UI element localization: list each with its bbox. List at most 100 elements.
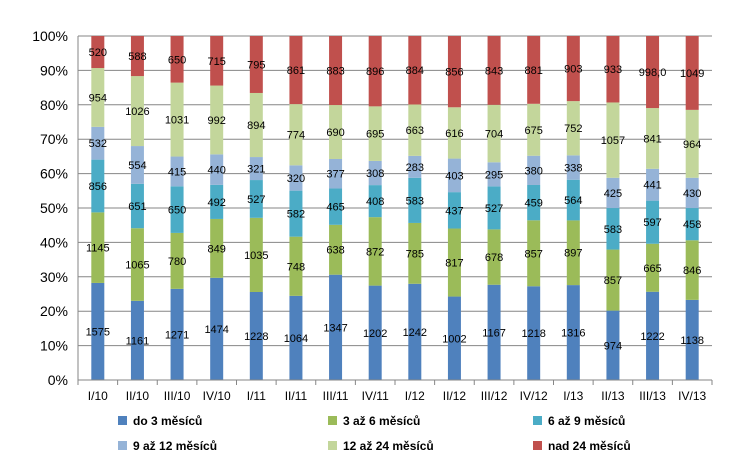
- data-label: 1057: [601, 135, 625, 147]
- x-tick-label: III/13: [639, 389, 666, 403]
- bar-segment: [289, 104, 303, 166]
- data-label: 817: [445, 258, 463, 270]
- bar-segment: [646, 168, 660, 201]
- legend-swatch: [118, 416, 127, 425]
- data-label: 527: [247, 194, 265, 206]
- bar-segment: [170, 232, 184, 289]
- data-label: 1316: [561, 328, 585, 340]
- y-tick-label: 40%: [40, 234, 68, 250]
- data-label: 338: [564, 163, 582, 175]
- data-label: 430: [683, 188, 701, 200]
- bar-segment: [487, 186, 501, 230]
- data-label: 1035: [244, 250, 268, 262]
- data-label: 440: [208, 165, 226, 177]
- bar-segment: [606, 177, 620, 209]
- bar-segment: [646, 108, 660, 169]
- data-label: 884: [406, 65, 424, 77]
- y-tick-label: 90%: [40, 62, 68, 78]
- data-label: 583: [406, 195, 424, 207]
- bar-segment: [130, 146, 144, 184]
- bar-segment: [606, 208, 620, 250]
- legend-label: 6 až 9 měsíců: [548, 414, 625, 428]
- bar-segment: [487, 284, 501, 380]
- data-label: 441: [643, 180, 661, 192]
- x-tick-label: I/10: [88, 389, 108, 403]
- data-label: 704: [485, 129, 503, 141]
- bar-segment: [289, 190, 303, 237]
- data-label: 883: [326, 66, 344, 78]
- data-label: 861: [287, 65, 305, 77]
- bar-segment: [368, 106, 382, 161]
- bar-segment: [685, 36, 699, 110]
- data-label: 465: [326, 202, 344, 214]
- data-label: 1145: [86, 243, 110, 255]
- bar-segment: [289, 295, 303, 380]
- bar-segment: [91, 159, 105, 213]
- data-label: 856: [445, 67, 463, 79]
- bar-segment: [646, 36, 660, 109]
- legend-swatch: [533, 416, 542, 425]
- bar-segment: [527, 36, 541, 104]
- bar-segment: [368, 36, 382, 107]
- bar-segment: [210, 218, 224, 278]
- bar-segment: [566, 220, 580, 286]
- bar-segment: [566, 285, 580, 380]
- bar-segment: [408, 222, 422, 284]
- bar-segment: [329, 158, 343, 189]
- y-tick-label: 60%: [40, 166, 68, 182]
- data-label: 1065: [125, 260, 149, 272]
- bar-segment: [566, 155, 580, 180]
- bar-segment: [130, 76, 144, 147]
- bar-segment: [170, 288, 184, 380]
- bar-segment: [170, 36, 184, 83]
- data-label: 857: [525, 248, 543, 260]
- data-label: 321: [247, 164, 265, 176]
- x-tick-label: III/10: [164, 389, 191, 403]
- bar-segment: [487, 104, 501, 163]
- bar-segment: [408, 177, 422, 223]
- data-label: 933: [604, 64, 622, 76]
- data-label: 856: [89, 181, 107, 193]
- legend-item: 3 až 6 měsíců: [328, 414, 420, 428]
- bar-segment: [130, 228, 144, 301]
- data-label: 582: [287, 209, 305, 221]
- bar-segment: [527, 155, 541, 185]
- data-label: 780: [168, 256, 186, 268]
- bar-segment: [566, 101, 580, 156]
- bar-segment: [408, 283, 422, 380]
- bar-segment: [210, 154, 224, 185]
- bar-segment: [447, 296, 461, 380]
- bar-segment: [368, 185, 382, 218]
- y-tick-label: 100%: [32, 28, 68, 44]
- y-tick-label: 70%: [40, 131, 68, 147]
- legend-item: 12 až 24 měsíců: [328, 439, 434, 453]
- data-label: 651: [128, 201, 146, 213]
- bar-segment: [566, 36, 580, 102]
- legend-item: 9 až 12 měsíců: [118, 439, 217, 453]
- bar-segment: [249, 157, 263, 181]
- bar-segment: [447, 192, 461, 229]
- data-label: 437: [445, 205, 463, 217]
- data-label: 785: [406, 248, 424, 260]
- bar-segment: [566, 179, 580, 221]
- data-label: 695: [366, 129, 384, 141]
- data-label: 1064: [284, 333, 308, 345]
- legend-swatch: [328, 416, 337, 425]
- data-label: 650: [168, 54, 186, 66]
- data-label: 415: [168, 166, 186, 178]
- data-label: 849: [208, 243, 226, 255]
- data-label: 1002: [442, 333, 466, 345]
- data-label: 843: [485, 65, 503, 77]
- bar-segment: [210, 184, 224, 219]
- legend-swatch: [328, 441, 337, 450]
- bar-segment: [329, 105, 343, 159]
- legend: do 3 měsíců 3 až 6 měsíců 6 až 9 měsíců 9 a…: [118, 414, 631, 453]
- data-label: 459: [525, 198, 543, 210]
- data-label: 308: [366, 168, 384, 180]
- bar-segment: [329, 188, 343, 225]
- data-label: 532: [89, 138, 107, 150]
- legend-swatch: [533, 441, 542, 450]
- y-tick-label: 20%: [40, 303, 68, 319]
- axes: 0% 10% 20% 30% 40% 50% 60% 70% 80% 90% 100% I/10 II/…: [32, 28, 713, 403]
- data-label: 1167: [482, 327, 506, 339]
